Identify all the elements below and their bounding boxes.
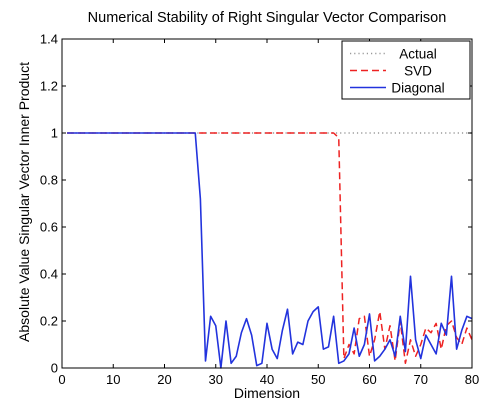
x-tick-label: 60 xyxy=(362,372,376,387)
y-axis-ticks: 0 0.2 0.4 0.6 0.8 1 1.2 1.4 xyxy=(40,32,472,376)
series-line-svd xyxy=(67,132,473,365)
y-tick-label: 1.2 xyxy=(40,79,58,94)
chart-title: Numerical Stability of Right Singular Ve… xyxy=(88,10,447,26)
y-tick-label: 0.4 xyxy=(40,267,58,282)
x-tick-label: 30 xyxy=(209,372,223,387)
x-tick-label: 10 xyxy=(106,372,120,387)
x-tick-label: 80 xyxy=(465,372,479,387)
y-tick-label: 1 xyxy=(51,126,58,141)
x-axis-label: Dimension xyxy=(234,385,300,401)
x-tick-label: 50 xyxy=(311,372,325,387)
y-axis-label: Absolute Value Singular Vector Inner Pro… xyxy=(16,62,32,342)
x-tick-label: 70 xyxy=(414,372,428,387)
y-tick-label: 1.4 xyxy=(40,32,58,47)
legend-label-svd: SVD xyxy=(404,64,432,79)
y-tick-label: 0 xyxy=(51,361,58,376)
series-line-diagonal xyxy=(67,132,473,369)
y-tick-label: 0.6 xyxy=(40,220,58,235)
y-tick-label: 0.8 xyxy=(40,173,58,188)
x-axis-ticks: 0 10 20 30 40 50 60 70 80 xyxy=(58,39,479,387)
x-tick-label: 20 xyxy=(157,372,171,387)
series-layer xyxy=(67,132,473,369)
legend: Actual SVD Diagonal xyxy=(341,40,471,100)
legend-label-diagonal: Diagonal xyxy=(391,81,444,96)
x-tick-label: 0 xyxy=(58,372,65,387)
legend-label-actual: Actual xyxy=(399,47,437,62)
y-tick-label: 0.2 xyxy=(40,314,58,329)
x-tick-label: 40 xyxy=(260,372,274,387)
